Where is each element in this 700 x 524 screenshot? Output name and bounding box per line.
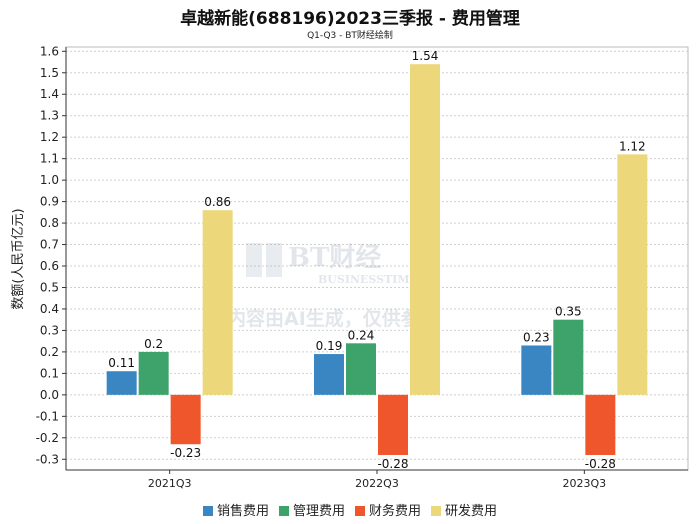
watermark-logo-text: BT财经 — [288, 242, 381, 273]
y-tick-label: 0.2 — [40, 345, 59, 359]
legend-swatch — [431, 506, 442, 516]
bar — [346, 343, 376, 395]
x-tick-label: 2023Q3 — [563, 477, 607, 490]
y-tick-label: 1.0 — [40, 173, 59, 187]
y-tick-label: 0.3 — [40, 323, 59, 337]
y-tick-label: -0.2 — [36, 431, 59, 445]
x-tick-label: 2022Q3 — [355, 477, 399, 490]
y-tick-label: 0.0 — [40, 388, 59, 402]
y-tick-label: 1.4 — [40, 87, 59, 101]
y-tick-label: -0.1 — [36, 409, 59, 423]
bar — [617, 154, 648, 395]
y-axis-label: 数额(人民币亿元) — [11, 208, 26, 309]
legend-label: 研发费用 — [445, 504, 498, 519]
bar — [170, 394, 201, 445]
y-tick-label: 0.1 — [40, 366, 59, 380]
legend-label: 销售费用 — [216, 504, 269, 519]
data-label: -0.23 — [170, 446, 201, 460]
y-tick-label: 0.9 — [40, 195, 59, 209]
data-label: 0.35 — [555, 305, 582, 319]
y-tick-label: 1.6 — [40, 44, 59, 58]
watermark-notice: 内容由AI生成，仅供参考 — [227, 307, 439, 330]
bar — [410, 64, 440, 395]
data-label: 1.54 — [412, 49, 439, 63]
data-label: -0.28 — [377, 457, 408, 471]
y-tick-label: 1.3 — [40, 109, 59, 123]
bar — [378, 394, 408, 455]
legend-item: 财务费用 — [355, 500, 421, 519]
data-label: 0.11 — [108, 356, 135, 370]
axes-layer: -0.3 -0.2 -0.1 0.0 0.1 0.2 0.3 0.4 0.5 0.6 0.7 0.8 0… — [36, 44, 688, 490]
bar — [553, 319, 584, 395]
bar — [521, 345, 552, 395]
data-label: 1.12 — [619, 139, 646, 153]
legend-label: 财务费用 — [369, 504, 422, 519]
y-tick-label: 1.1 — [40, 152, 59, 166]
y-tick-label: 0.5 — [40, 280, 59, 294]
x-tick-label: 2021Q3 — [148, 477, 192, 490]
data-label: -0.28 — [585, 457, 616, 471]
data-labels-layer: 0.11 0.2 -0.23 0.86 0.19 0.24 -0.28 1.54 0.23 0.3… — [108, 49, 645, 471]
legend-swatch — [355, 506, 365, 516]
watermark-logo-sub: BUSINESSTIMES — [318, 273, 426, 286]
legend-label: 管理费用 — [292, 504, 345, 519]
data-label: 0.2 — [144, 337, 163, 351]
bar — [585, 394, 616, 455]
data-label: 0.23 — [523, 330, 550, 344]
y-tick-label: 0.4 — [40, 302, 59, 316]
chart-title: 卓越新能(688196)2023三季报 - 费用管理 — [180, 9, 520, 29]
watermark-logo-mark — [266, 243, 282, 277]
legend-swatch — [278, 506, 289, 516]
y-tick-label: 1.5 — [40, 66, 59, 80]
y-tick-label: 1.2 — [40, 130, 59, 144]
legend-item: 销售费用 — [202, 500, 269, 519]
watermark-logo-mark — [246, 243, 262, 277]
bar — [314, 354, 344, 395]
y-tick-label: 0.8 — [40, 216, 59, 230]
legend-swatch — [202, 506, 213, 516]
y-tick-label: -0.3 — [36, 452, 59, 466]
bar — [138, 351, 169, 395]
bar — [202, 210, 233, 395]
legend-item: 管理费用 — [278, 500, 345, 519]
data-label: 0.24 — [348, 328, 375, 342]
y-tick-label: 0.7 — [40, 238, 59, 252]
chart-subtitle: Q1-Q3 - BT财经绘制 — [307, 31, 393, 41]
bar — [106, 371, 137, 395]
data-label: 0.19 — [316, 339, 343, 353]
y-tick-label: 0.6 — [40, 259, 59, 273]
watermark: BT财经 BUSINESSTIMES 内容由AI生成，仅供参考 — [227, 242, 439, 330]
legend-item: 研发费用 — [431, 500, 497, 519]
legend: 销售费用 管理费用 财务费用 研发费用 — [0, 500, 700, 519]
data-label: 0.86 — [204, 195, 231, 209]
bars-layer — [106, 64, 648, 455]
